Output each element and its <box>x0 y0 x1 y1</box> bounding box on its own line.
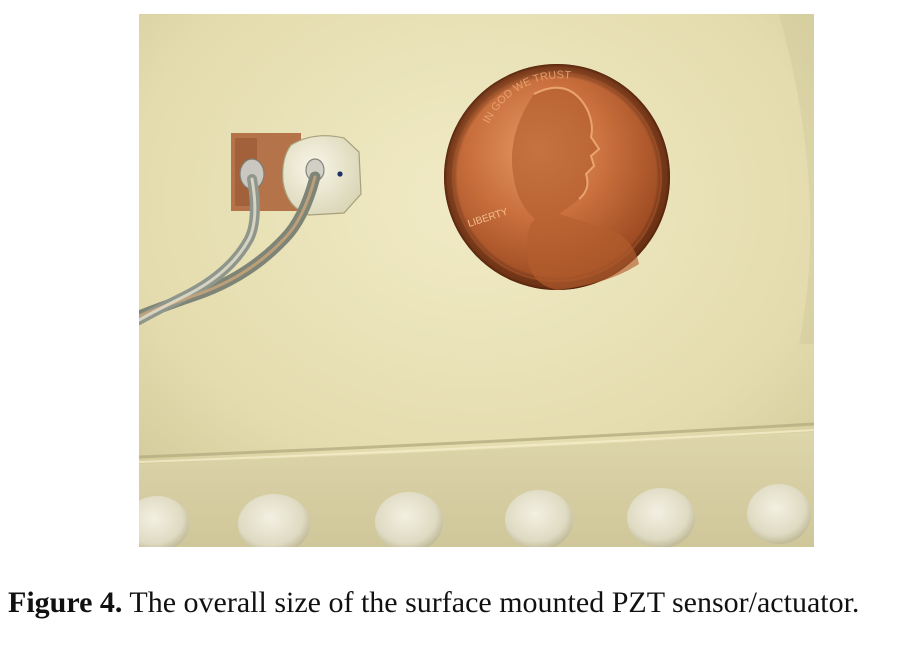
bump <box>505 490 573 547</box>
figure-caption-text: The overall size of the surface mounted … <box>122 586 860 619</box>
bump <box>139 496 189 547</box>
surface-edge-shadow <box>779 14 814 344</box>
ridge-highlight <box>139 429 814 463</box>
portrait-relief <box>511 87 639 290</box>
bump <box>375 492 443 547</box>
penny-coin: IN GOD WE TRUST LIBERTY <box>444 64 670 290</box>
figure-label: Figure 4. <box>8 586 123 619</box>
figure-photo: IN GOD WE TRUST LIBERTY <box>139 14 814 547</box>
bump <box>627 488 695 547</box>
wire-bundle <box>139 171 321 325</box>
bump-row <box>139 484 811 547</box>
pzt-disc-marker <box>337 171 343 177</box>
photo-canvas: IN GOD WE TRUST LIBERTY <box>139 14 814 547</box>
bump <box>238 494 310 547</box>
bump <box>747 484 811 544</box>
figure-caption: Figure 4. The overall size of the surfac… <box>8 586 913 620</box>
ridge-line <box>139 422 814 459</box>
portrait-highlight <box>533 86 601 200</box>
